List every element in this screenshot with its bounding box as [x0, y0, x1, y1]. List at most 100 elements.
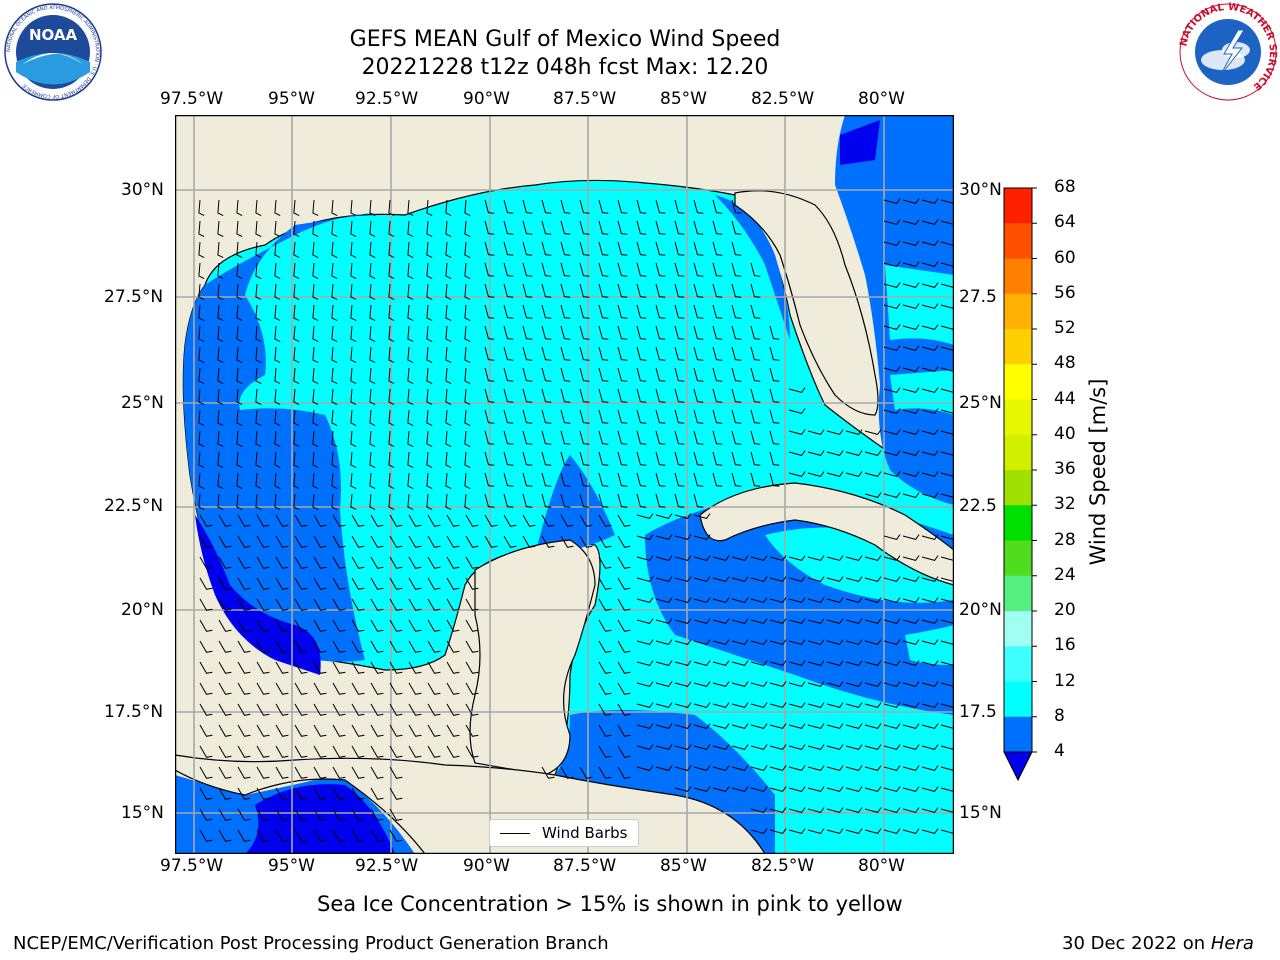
wind-barb — [826, 639, 844, 645]
wind-barb — [331, 220, 338, 238]
wind-barb — [883, 198, 901, 204]
wind-barb — [712, 262, 723, 277]
wind-barb — [674, 576, 692, 582]
wind-barb — [218, 682, 232, 695]
wind-barb — [807, 576, 825, 582]
wind-barb — [731, 576, 749, 582]
wind-barb — [445, 325, 452, 343]
wind-barb-legend-line — [500, 832, 530, 834]
wind-barb — [655, 555, 673, 561]
wind-barb — [636, 472, 647, 487]
wind-barb — [351, 556, 365, 569]
wind-barb — [902, 828, 920, 834]
wind-barb — [369, 220, 376, 238]
noaa-logo-text: NOAA — [29, 26, 78, 44]
wind-barb — [236, 283, 243, 301]
wind-barb — [598, 766, 612, 779]
wind-barb — [769, 576, 787, 582]
wind-barb — [199, 745, 213, 758]
wind-barb — [503, 367, 514, 382]
wind-barb — [350, 367, 357, 385]
wind-barb — [636, 346, 647, 361]
wind-barb — [560, 388, 571, 403]
wind-barb — [407, 367, 414, 385]
wind-barb — [503, 199, 514, 214]
wind-barb — [370, 577, 384, 590]
wind-barb — [769, 367, 780, 382]
wind-barb — [426, 493, 433, 511]
wind-barb — [655, 702, 673, 708]
colorbar-title: Wind Speed [m/s] — [1086, 378, 1110, 566]
wind-barb — [427, 724, 441, 737]
wind-barb — [693, 346, 704, 361]
wind-barb — [407, 472, 414, 490]
wind-barb — [256, 724, 270, 737]
wind-barb — [902, 702, 920, 708]
wind-barb — [407, 451, 414, 469]
wind-barb — [617, 640, 631, 653]
wind-barb — [864, 576, 882, 582]
wind-barb — [921, 534, 939, 540]
wind-barb — [541, 325, 552, 340]
wind-barb — [655, 765, 673, 771]
wind-barb — [426, 241, 433, 259]
lat-label: 27.5°N — [104, 287, 164, 307]
wind-barb — [446, 682, 460, 695]
wind-barb — [350, 472, 357, 490]
noaa-logo: NOAA NATIONAL OCEANIC AND ATMOSPHERIC AD… — [4, 3, 102, 101]
wind-barb — [255, 325, 262, 343]
wind-barb — [674, 660, 692, 666]
wind-barb — [541, 283, 552, 298]
wind-barb — [503, 220, 514, 235]
wind-barb — [294, 556, 308, 569]
wind-barb — [255, 262, 262, 280]
colorbar-band — [1004, 223, 1032, 259]
wind-barb — [921, 597, 939, 603]
wind-barb — [883, 807, 901, 813]
wind-barb — [274, 220, 281, 238]
wind-barb — [464, 346, 471, 364]
wind-barb — [446, 577, 460, 590]
wind-barb — [217, 367, 224, 385]
lat-label: 20°N — [121, 600, 164, 620]
wind-barb — [712, 660, 730, 666]
wind-barb — [902, 597, 920, 603]
wind-barb — [693, 283, 704, 298]
wind-barb — [426, 346, 433, 364]
wind-barb — [750, 828, 768, 834]
wind-barb — [921, 387, 939, 393]
wind-barb — [750, 723, 768, 729]
wind-barb — [655, 451, 666, 466]
wind-barb — [388, 388, 395, 406]
wind-barb — [921, 744, 939, 750]
wind-barb — [332, 682, 346, 695]
wind-barb — [921, 765, 939, 771]
wind-barb — [655, 430, 666, 445]
wind-barb — [864, 492, 882, 498]
wind-barb — [218, 640, 232, 653]
run-date-text: 30 Dec 2022 on — [1062, 933, 1206, 954]
wind-barb — [883, 639, 901, 645]
colorbar-tick-label: 44 — [1054, 388, 1076, 409]
wind-barb — [237, 745, 251, 758]
wind-barb — [388, 430, 395, 448]
lat-label: 17.5 — [959, 702, 997, 722]
wind-barb — [712, 597, 730, 603]
wind-barb — [617, 325, 628, 340]
wind-barb — [674, 681, 692, 687]
wind-barb — [274, 430, 281, 448]
wind-barb — [256, 598, 270, 611]
wind-barb — [465, 703, 479, 716]
wind-barb — [237, 787, 251, 800]
wind-barb — [788, 471, 806, 477]
wind-barb — [826, 807, 844, 813]
wind-barb — [465, 619, 479, 632]
wind-barb — [369, 472, 376, 490]
wind-barb — [636, 493, 647, 508]
wind-barb — [579, 514, 593, 527]
wind-barb — [503, 388, 514, 403]
wind-barb — [579, 472, 590, 487]
wind-barb — [921, 345, 939, 351]
wind-barb — [769, 639, 787, 645]
wind-barb — [293, 283, 300, 301]
